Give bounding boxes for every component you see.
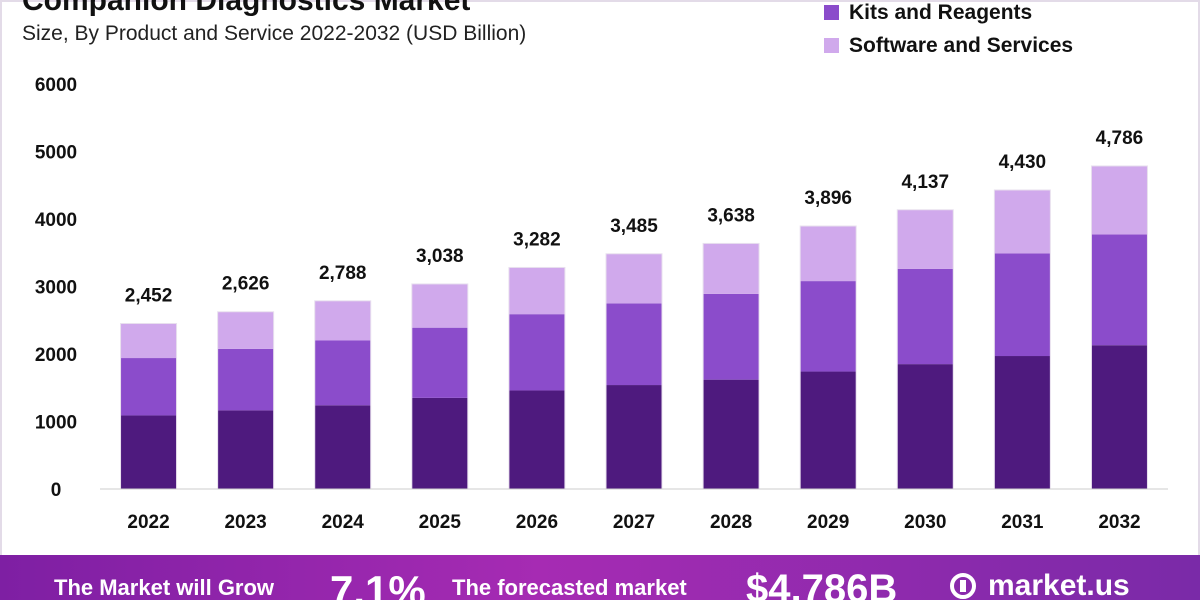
bar-segment-2024-0 — [314, 405, 371, 489]
legend-swatch-software-and-services — [824, 38, 839, 53]
bar-segment-2024-1 — [314, 340, 371, 406]
bar-segment-2022-2 — [120, 323, 177, 359]
bar-segment-2023-2 — [217, 311, 274, 349]
bar-segment-2025-2 — [411, 283, 468, 328]
total-label-2024: 2,788 — [319, 263, 367, 284]
bar-segment-2030-2 — [897, 209, 954, 269]
total-label-2022: 2,452 — [125, 285, 173, 306]
total-label-2028: 3,638 — [707, 205, 755, 226]
total-label-2030: 4,137 — [901, 172, 949, 193]
total-label-2031: 4,430 — [999, 152, 1047, 173]
y-tick-label: 3000 — [35, 278, 77, 299]
x-tick-label-2030: 2030 — [904, 512, 946, 533]
bar-segment-2027-1 — [606, 303, 662, 386]
banner-grow-text: The Market will Grow — [54, 575, 275, 600]
bar-segment-2030-0 — [897, 364, 954, 489]
bar-segment-2032-1 — [1091, 234, 1148, 346]
bar-segment-2024-2 — [314, 300, 371, 341]
x-tick-label-2026: 2026 — [516, 512, 558, 533]
y-tick-label: 2000 — [35, 345, 77, 366]
y-tick-label: 5000 — [35, 143, 77, 164]
bar-segment-2032-0 — [1091, 345, 1148, 489]
bar-segment-2026-2 — [508, 267, 565, 315]
banner-forecast-value: $4,786B — [746, 567, 898, 600]
bars — [120, 165, 1148, 490]
total-labels: 2,452 2,626 2,788 3,038 3,282 3,485 3,638 3,896… — [125, 128, 1143, 307]
chart-title: Companion Diagnostics Market — [22, 0, 471, 17]
brand-logo: market.us — [948, 569, 1130, 600]
bar-segment-2023-1 — [217, 348, 274, 411]
y-tick-label: 4000 — [35, 210, 77, 231]
bar-segment-2031-2 — [994, 189, 1051, 254]
bar-segment-2030-1 — [897, 268, 954, 365]
legend-label-software-and-services: Software and Services — [849, 33, 1074, 57]
bar-segment-2026-0 — [508, 390, 565, 489]
total-label-2025: 3,038 — [416, 246, 464, 267]
bar-segment-2029-0 — [800, 371, 857, 489]
x-tick-label-2029: 2029 — [807, 512, 849, 533]
bar-segment-2027-2 — [606, 253, 662, 304]
chart-subtitle: Size, By Product and Service 2022-2032 (… — [22, 22, 527, 45]
banner-cagr: 7.1% — [330, 567, 426, 600]
total-label-2027: 3,485 — [610, 216, 658, 237]
bar-segment-2028-1 — [703, 293, 760, 380]
bar-segment-2025-0 — [411, 397, 468, 489]
bar-segment-2031-0 — [994, 356, 1051, 489]
bar-segment-2029-2 — [800, 226, 857, 282]
x-tick-label-2028: 2028 — [710, 512, 752, 533]
banner-brand: market.us — [988, 569, 1130, 600]
y-tick-label: 6000 — [35, 75, 77, 96]
bar-segment-2027-0 — [606, 385, 662, 489]
x-axis: 2022 2023 2024 2025 2026 2027 2028 2029 2030 2031… — [100, 488, 1168, 533]
x-tick-label-2025: 2025 — [419, 512, 462, 533]
market-us-logo-icon — [950, 573, 976, 599]
x-tick-label-2024: 2024 — [322, 512, 365, 533]
bar-segment-2022-0 — [120, 415, 177, 489]
legend-item-software-and-services: Software and Services — [824, 29, 1073, 62]
bar-segment-2031-1 — [994, 253, 1051, 357]
bar-segment-2022-1 — [120, 358, 177, 416]
legend: Kits and Reagents Software and Services — [824, 0, 1073, 62]
total-label-2023: 2,626 — [222, 274, 270, 295]
total-label-2026: 3,282 — [513, 229, 561, 250]
x-tick-label-2023: 2023 — [224, 512, 266, 533]
y-tick-label: 0 — [51, 480, 62, 501]
bar-segment-2026-1 — [508, 314, 565, 391]
bar-segment-2025-1 — [411, 327, 468, 398]
legend-item-kits-and-reagents: Kits and Reagents — [824, 0, 1073, 29]
bottom-banner: The Market will Grow 7.1% The forecasted… — [0, 555, 1200, 600]
x-tick-label-2022: 2022 — [127, 512, 169, 533]
total-label-2029: 3,896 — [804, 188, 852, 209]
legend-label-kits-and-reagents: Kits and Reagents — [849, 0, 1033, 24]
y-axis: 0 1000 2000 3000 4000 5000 6000 — [35, 75, 77, 501]
bar-segment-2028-2 — [703, 243, 760, 294]
y-tick-label: 1000 — [35, 413, 77, 434]
bar-segment-2023-0 — [217, 410, 274, 489]
x-tick-label-2032: 2032 — [1098, 512, 1140, 533]
banner-forecast-text: The forecasted market — [452, 575, 687, 600]
total-label-2032: 4,786 — [1096, 128, 1144, 149]
bar-segment-2029-1 — [800, 281, 857, 372]
bar-segment-2032-2 — [1091, 165, 1148, 235]
legend-swatch-kits-and-reagents — [824, 5, 839, 20]
bar-segment-2028-0 — [703, 379, 760, 489]
x-tick-label-2027: 2027 — [613, 512, 655, 533]
x-tick-label-2031: 2031 — [1001, 512, 1044, 533]
